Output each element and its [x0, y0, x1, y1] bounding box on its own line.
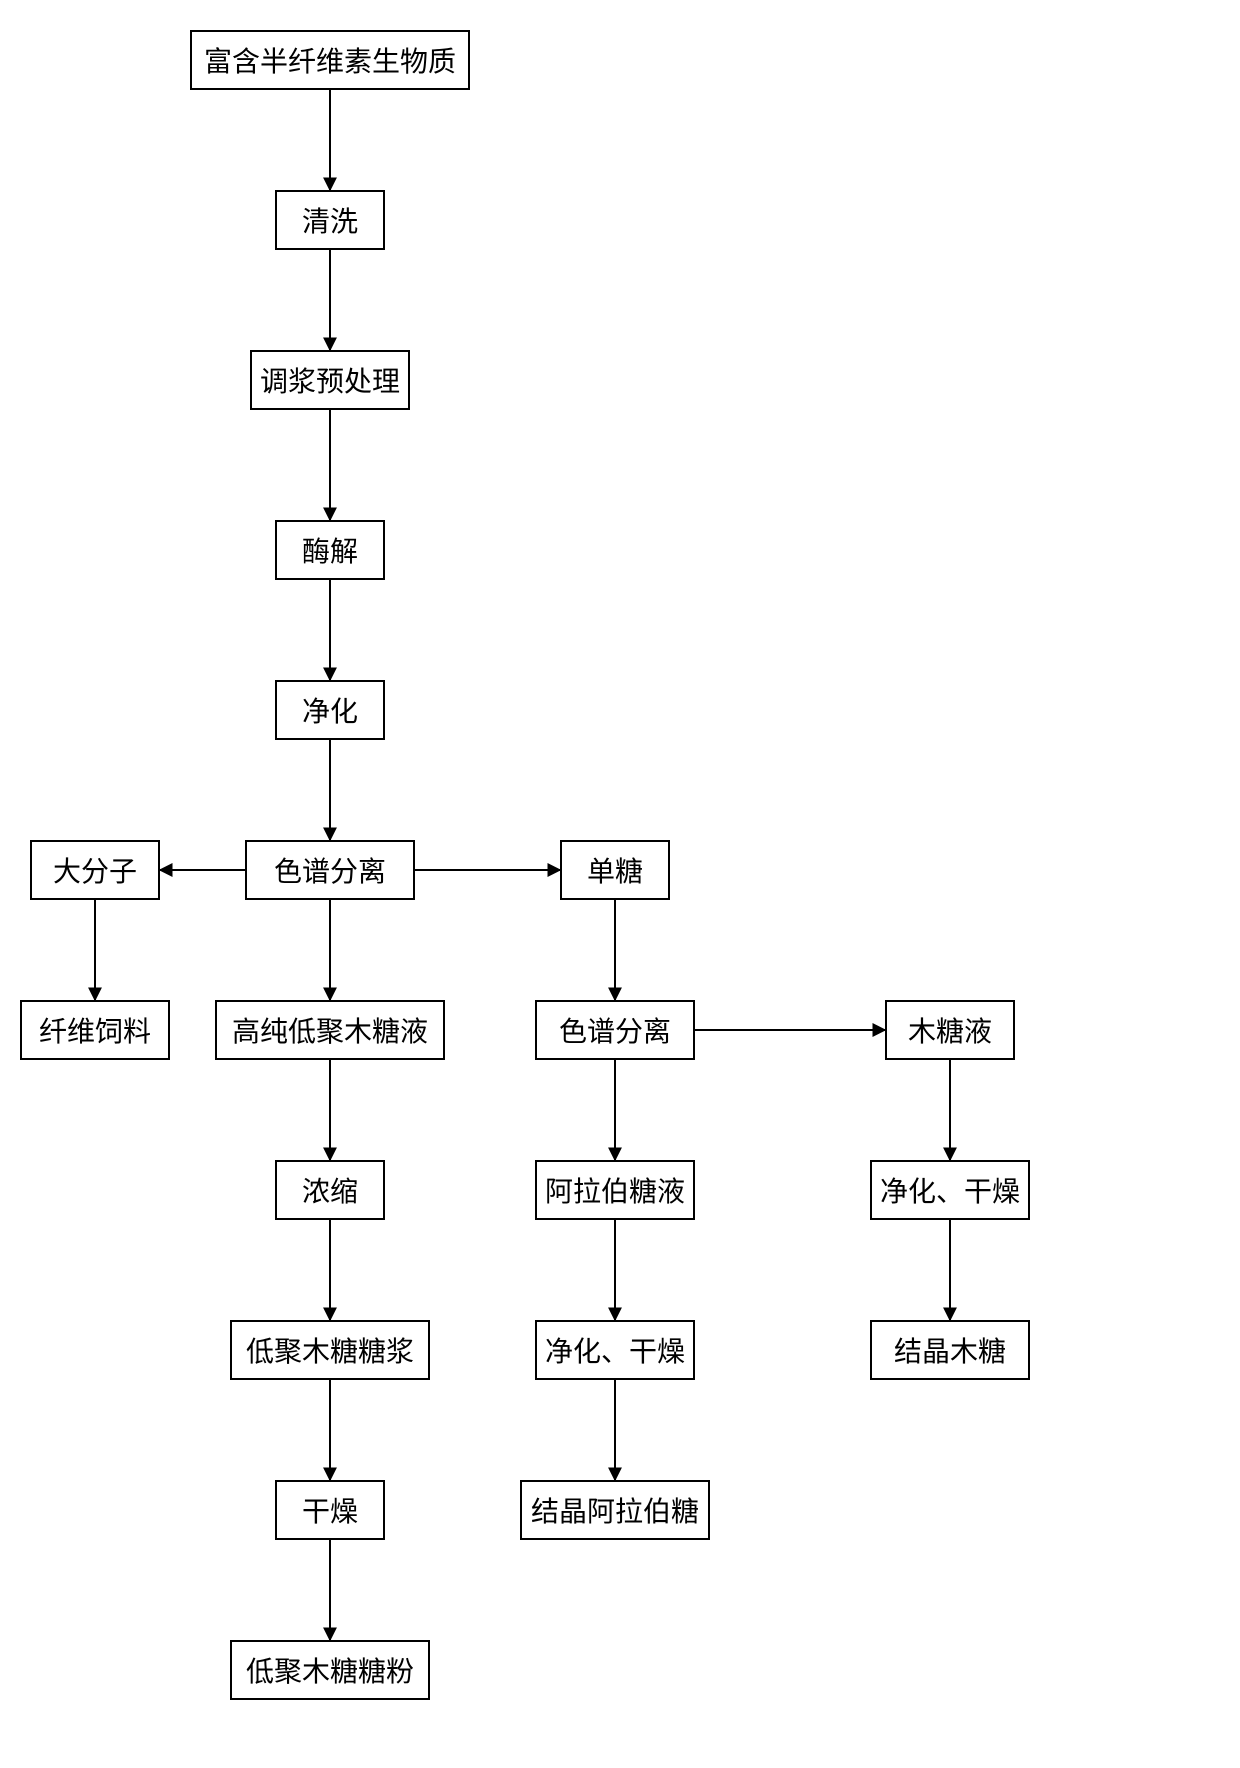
flowchart-node: 低聚木糖糖浆	[230, 1320, 430, 1380]
node-label: 高纯低聚木糖液	[232, 1010, 428, 1050]
node-label: 低聚木糖糖粉	[246, 1650, 414, 1690]
node-label: 大分子	[53, 850, 137, 890]
flowchart-node: 净化、干燥	[870, 1160, 1030, 1220]
flowchart-node: 大分子	[30, 840, 160, 900]
flowchart-node: 富含半纤维素生物质	[190, 30, 470, 90]
flowchart-node: 阿拉伯糖液	[535, 1160, 695, 1220]
node-label: 富含半纤维素生物质	[204, 40, 456, 80]
node-label: 调浆预处理	[260, 360, 400, 400]
node-label: 结晶木糖	[894, 1330, 1006, 1370]
node-label: 阿拉伯糖液	[545, 1170, 685, 1210]
flowchart-node: 纤维饲料	[20, 1000, 170, 1060]
flowchart-node: 干燥	[275, 1480, 385, 1540]
node-label: 酶解	[302, 530, 358, 570]
node-label: 净化、干燥	[545, 1330, 685, 1370]
node-label: 纤维饲料	[39, 1010, 151, 1050]
flowchart-node: 结晶木糖	[870, 1320, 1030, 1380]
flowchart-node: 低聚木糖糖粉	[230, 1640, 430, 1700]
flowchart-node: 色谱分离	[245, 840, 415, 900]
flowchart-node: 酶解	[275, 520, 385, 580]
node-label: 色谱分离	[559, 1010, 671, 1050]
node-label: 清洗	[302, 200, 358, 240]
flowchart-node: 色谱分离	[535, 1000, 695, 1060]
node-label: 单糖	[587, 850, 643, 890]
flowchart-node: 木糖液	[885, 1000, 1015, 1060]
node-label: 结晶阿拉伯糖	[531, 1490, 699, 1530]
flowchart-canvas: 富含半纤维素生物质清洗调浆预处理酶解净化色谱分离 大分子 单糖纤维饲料 高纯低聚木糖液…	[0, 0, 1240, 1768]
node-label: 低聚木糖糖浆	[246, 1330, 414, 1370]
flowchart-node: 净化、干燥	[535, 1320, 695, 1380]
flowchart-node: 净化	[275, 680, 385, 740]
flowchart-node: 单糖	[560, 840, 670, 900]
flowchart-node: 清洗	[275, 190, 385, 250]
flowchart-node: 浓缩	[275, 1160, 385, 1220]
node-label: 净化	[302, 690, 358, 730]
flowchart-node: 高纯低聚木糖液	[215, 1000, 445, 1060]
node-label: 木糖液	[908, 1010, 992, 1050]
node-label: 色谱分离	[274, 850, 386, 890]
node-label: 干燥	[302, 1490, 358, 1530]
node-label: 净化、干燥	[880, 1170, 1020, 1210]
node-label: 浓缩	[302, 1170, 358, 1210]
flowchart-node: 调浆预处理	[250, 350, 410, 410]
flowchart-node: 结晶阿拉伯糖	[520, 1480, 710, 1540]
